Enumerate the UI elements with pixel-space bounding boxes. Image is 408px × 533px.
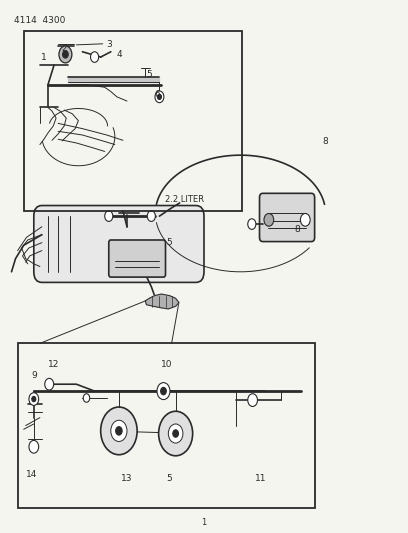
Text: 10: 10	[161, 360, 173, 368]
Text: 9: 9	[31, 370, 37, 379]
Circle shape	[155, 91, 164, 103]
Circle shape	[300, 214, 310, 226]
Text: 14: 14	[26, 470, 38, 479]
FancyBboxPatch shape	[34, 206, 204, 282]
Text: 4114  4300: 4114 4300	[13, 15, 65, 25]
Circle shape	[248, 394, 257, 407]
Text: 8: 8	[294, 225, 300, 234]
Text: 8: 8	[323, 138, 328, 147]
Circle shape	[161, 387, 166, 395]
Text: 1: 1	[202, 518, 206, 527]
Circle shape	[59, 46, 72, 63]
Circle shape	[105, 211, 113, 221]
Text: 2: 2	[61, 44, 67, 53]
Text: 3: 3	[106, 41, 112, 50]
Circle shape	[115, 426, 122, 435]
Circle shape	[248, 219, 256, 229]
Bar	[24, 30, 242, 211]
Bar	[18, 343, 315, 508]
Circle shape	[62, 51, 68, 58]
Circle shape	[264, 214, 274, 226]
Circle shape	[91, 52, 99, 62]
Text: 5: 5	[167, 474, 173, 483]
FancyBboxPatch shape	[109, 240, 166, 277]
Polygon shape	[68, 77, 160, 82]
Text: 4: 4	[116, 50, 122, 59]
Text: 12: 12	[49, 360, 60, 368]
Text: 11: 11	[255, 474, 266, 483]
Circle shape	[173, 430, 178, 437]
Circle shape	[45, 378, 54, 390]
Circle shape	[29, 393, 39, 406]
Circle shape	[157, 94, 162, 100]
Text: 2.2 LITER: 2.2 LITER	[165, 195, 204, 204]
Circle shape	[169, 424, 183, 443]
FancyBboxPatch shape	[259, 193, 315, 241]
Circle shape	[32, 397, 36, 402]
Circle shape	[101, 407, 137, 455]
Circle shape	[157, 383, 170, 400]
Circle shape	[147, 211, 155, 221]
Text: 5: 5	[146, 70, 152, 79]
Circle shape	[111, 420, 127, 441]
Polygon shape	[145, 294, 179, 309]
Circle shape	[159, 411, 193, 456]
Text: 5: 5	[167, 238, 173, 247]
Circle shape	[83, 394, 90, 402]
Text: 13: 13	[121, 474, 133, 483]
Text: 6: 6	[155, 90, 160, 99]
Circle shape	[29, 440, 39, 453]
Text: 1: 1	[41, 53, 47, 62]
